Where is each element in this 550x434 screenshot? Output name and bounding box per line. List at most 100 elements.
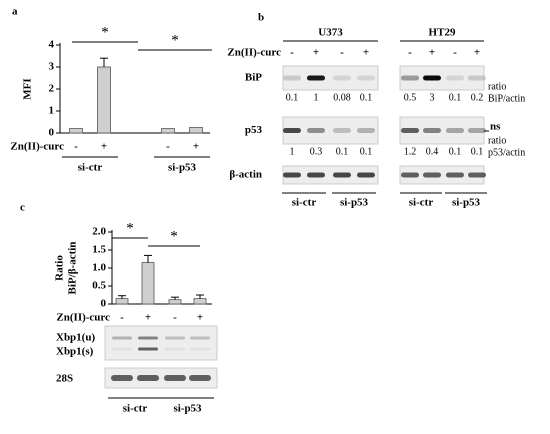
group-label: si-p53 [168,162,197,174]
blot-band [357,172,375,178]
treatment-sign: + [145,312,151,324]
group-label: si-ctr [292,197,317,209]
y-tick-label: 0.5 [92,280,106,292]
bar [168,299,182,305]
ratio-label: ratio [488,135,506,146]
ratio-value: 0.08 [333,92,351,103]
blot-label: 28S [56,373,73,385]
bar [115,298,129,305]
ratio-value: 1.2 [404,146,417,157]
panel-label: c [20,202,25,214]
treatment-sign: - [340,47,344,59]
blot-band [112,347,132,351]
blot-band [357,75,375,81]
blot [282,65,379,91]
y-tick-label: 3 [49,61,55,73]
blot-label: β-actin [229,169,262,181]
y-tick-label: 1.5 [92,244,106,256]
blot-band [423,128,441,133]
ratio-value: 0.1 [360,146,373,157]
group-label: si-p53 [340,197,369,209]
panel-label: b [258,12,264,24]
blot-band [446,172,464,178]
row-label: Zn(II)-curc [227,47,281,59]
ratio-value: 0.1 [286,92,299,103]
cell-line-label: HT29 [429,27,456,39]
ratio-label: ratio [488,81,506,92]
treatment-sign: - [453,47,457,59]
blot-label: BiP [245,72,262,84]
blot-band [423,75,441,81]
blot-band [165,347,185,351]
blot [399,65,485,91]
y-tick-label: 2.0 [92,226,106,238]
row-label: Zn(II)-curc [10,141,64,153]
bar [161,128,175,134]
bar [141,262,155,305]
group-label: si-ctr [78,162,103,174]
group-label: si-p53 [452,197,481,209]
blot-band [111,375,133,381]
blot-band [333,172,351,178]
blot-band [112,336,132,340]
y-tick-label: 1 [49,105,55,117]
blot-band [189,375,211,381]
y-tick-label: 4 [49,39,55,51]
blot-band [333,75,351,81]
blot-label: Xbp1(u) [56,332,95,344]
blot-band [307,172,325,178]
blot-label: p53 [245,124,263,136]
group-label: si-ctr [123,403,148,415]
blot-band [468,128,486,133]
blot-band [423,172,441,178]
blot [104,367,218,389]
blot-band [307,128,325,133]
panel-label: a [12,6,18,18]
blot [104,325,218,361]
ratio-value: 1 [314,92,319,103]
blot-band [164,375,186,381]
treatment-sign: - [74,141,78,153]
blot-band [468,172,486,178]
blot-band [283,75,301,81]
ratio-label: BiP/actin [488,93,525,104]
blot-band [138,347,158,351]
treatment-sign: - [408,47,412,59]
ratio-label: p53/actin [488,147,525,158]
treatment-sign: + [363,47,369,59]
ratio-value: 0.5 [404,92,417,103]
blot-band [283,172,301,178]
group-label: si-p53 [173,403,202,415]
y-axis-label: MFI [22,78,34,99]
blot-label: Xbp1(s) [56,346,94,358]
blot-band [333,128,351,133]
blot-band [357,128,375,133]
treatment-sign: + [193,141,199,153]
blot-band [468,75,486,81]
ratio-value: 0.1 [336,146,349,157]
treatment-sign: + [197,312,203,324]
treatment-sign: - [166,141,170,153]
ratio-value: 0.4 [426,146,439,157]
y-tick-label: 2 [49,83,55,95]
y-axis-label: Ratio [54,255,66,281]
bar [69,128,83,134]
treatment-sign: - [120,312,124,324]
treatment-sign: + [101,141,107,153]
note-label: ns [490,121,501,133]
significance-star: * [170,228,178,244]
treatment-sign: - [290,47,294,59]
y-tick-label: 0 [49,127,55,139]
ratio-value: 0.1 [449,92,462,103]
y-tick-label: 0 [101,298,107,310]
bar [97,66,111,134]
treatment-sign: - [173,312,177,324]
treatment-sign: + [474,47,480,59]
ratio-value: 0.3 [310,146,323,157]
significance-star: * [171,32,179,48]
ratio-value: 0.2 [471,92,484,103]
significance-star: * [101,24,109,40]
blot-band [137,375,159,381]
bar [193,298,207,305]
